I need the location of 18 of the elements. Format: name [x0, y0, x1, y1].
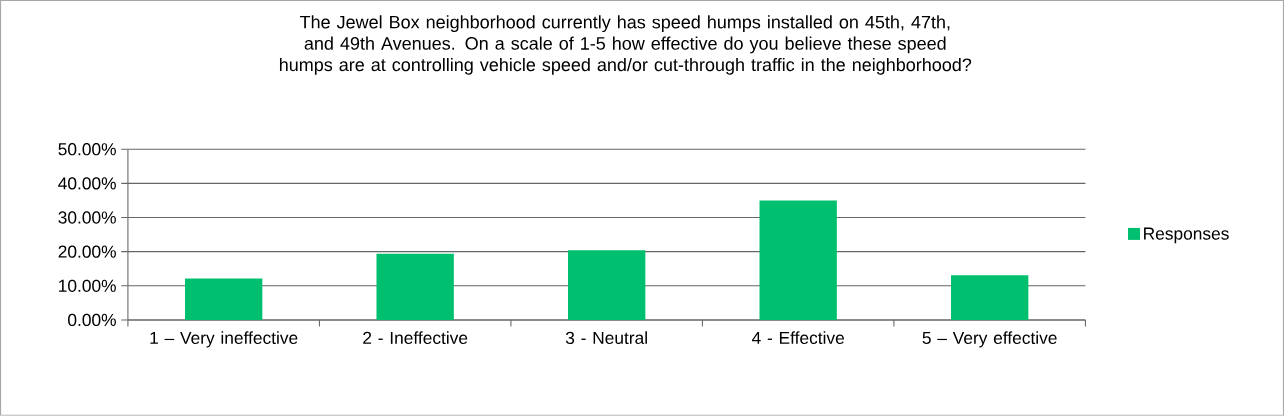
y-tick-label: 0.00%: [68, 313, 116, 327]
x-tick-label: 4 - Effective: [751, 331, 844, 345]
chart-title: The Jewel Box neighborhood currently has speed humps installed on 45th, 47th, and 49th Avenues. On a scale of 1-5 how effective do you believe these speed humps are at controlling vehicle speed and/or cut-through traffic in the neighborhood?: [279, 15, 972, 75]
x-tick-label: 1 – Very ineffective: [150, 331, 298, 348]
y-tick-label: 30.00%: [58, 211, 116, 224]
bar: [951, 275, 1029, 321]
x-tick-label: 3 - Neutral: [565, 331, 647, 345]
bar: [567, 250, 646, 321]
y-tick-label: 10.00%: [59, 279, 116, 293]
y-tick-label: 50.00%: [58, 143, 116, 156]
bar: [759, 200, 837, 321]
x-tick-label: 2 - Ineffective: [363, 331, 468, 345]
legend-label: Responses: [1144, 227, 1229, 244]
y-tick-label: 20.00%: [58, 245, 116, 258]
bar: [376, 253, 454, 321]
y-tick-label: 40.00%: [58, 177, 116, 190]
bar: [184, 278, 263, 321]
x-tick-label: 5 – Very effective: [922, 331, 1057, 348]
